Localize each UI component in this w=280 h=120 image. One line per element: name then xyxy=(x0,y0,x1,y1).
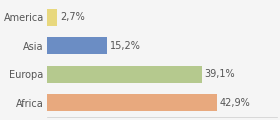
Text: 39,1%: 39,1% xyxy=(205,69,235,79)
Text: 15,2%: 15,2% xyxy=(110,41,141,51)
Bar xyxy=(46,37,107,54)
Text: 2,7%: 2,7% xyxy=(60,12,85,22)
Bar xyxy=(46,66,202,83)
Bar xyxy=(46,9,57,26)
Text: 42,9%: 42,9% xyxy=(220,98,251,108)
Bar xyxy=(46,94,217,111)
